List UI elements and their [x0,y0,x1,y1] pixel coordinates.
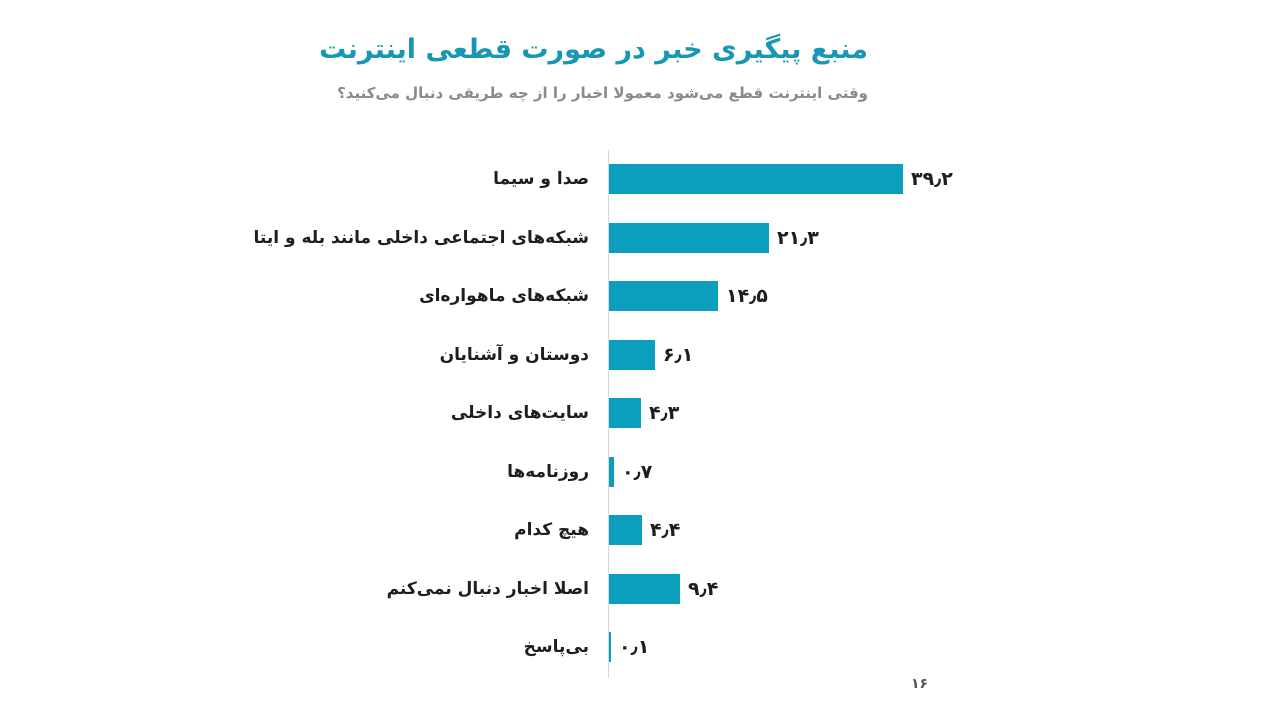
bar [609,223,769,253]
bar [609,632,611,662]
bar-value-label: ۴٫۴ [650,519,681,541]
category-label: بی‌پاسخ [523,637,589,657]
bar-value-label: ۰٫۱ [619,636,650,658]
chart-title: منبع پیگیری خبر در صورت قطعی اینترنت [319,34,868,65]
category-label: هیچ کدام [514,520,589,540]
bar-value-label: ۰٫۷ [622,461,653,483]
bar-value-label: ۳۹٫۲ [911,168,953,190]
category-label: اصلا اخبار دنبال نمی‌کنم [386,579,589,599]
category-label: دوستان و آشنایان [439,345,589,365]
y-axis-baseline [608,150,609,678]
bar [609,398,641,428]
bar [609,340,655,370]
bar-value-label: ۹٫۴ [688,578,719,600]
bar [609,457,614,487]
bar-value-label: ۱۴٫۵ [726,285,768,307]
category-label: روزنامه‌ها [507,462,589,482]
page-number: ۱۶ [911,676,929,692]
bar-value-label: ۴٫۳ [649,402,680,424]
category-label: صدا و سیما [493,169,589,189]
bar-value-label: ۲۱٫۳ [777,227,819,249]
bar [609,574,680,604]
category-label: شبکه‌های ماهواره‌ای [419,286,589,306]
bar [609,281,718,311]
bar [609,164,903,194]
category-label: شبکه‌های اجتماعی داخلی مانند بله و ایتا [253,228,589,248]
chart-subtitle: وقتی اینترنت قطع می‌شود معمولا اخبار را … [337,84,868,102]
bar-value-label: ۶٫۱ [663,344,694,366]
category-label: سایت‌های داخلی [450,403,589,423]
bar [609,515,642,545]
